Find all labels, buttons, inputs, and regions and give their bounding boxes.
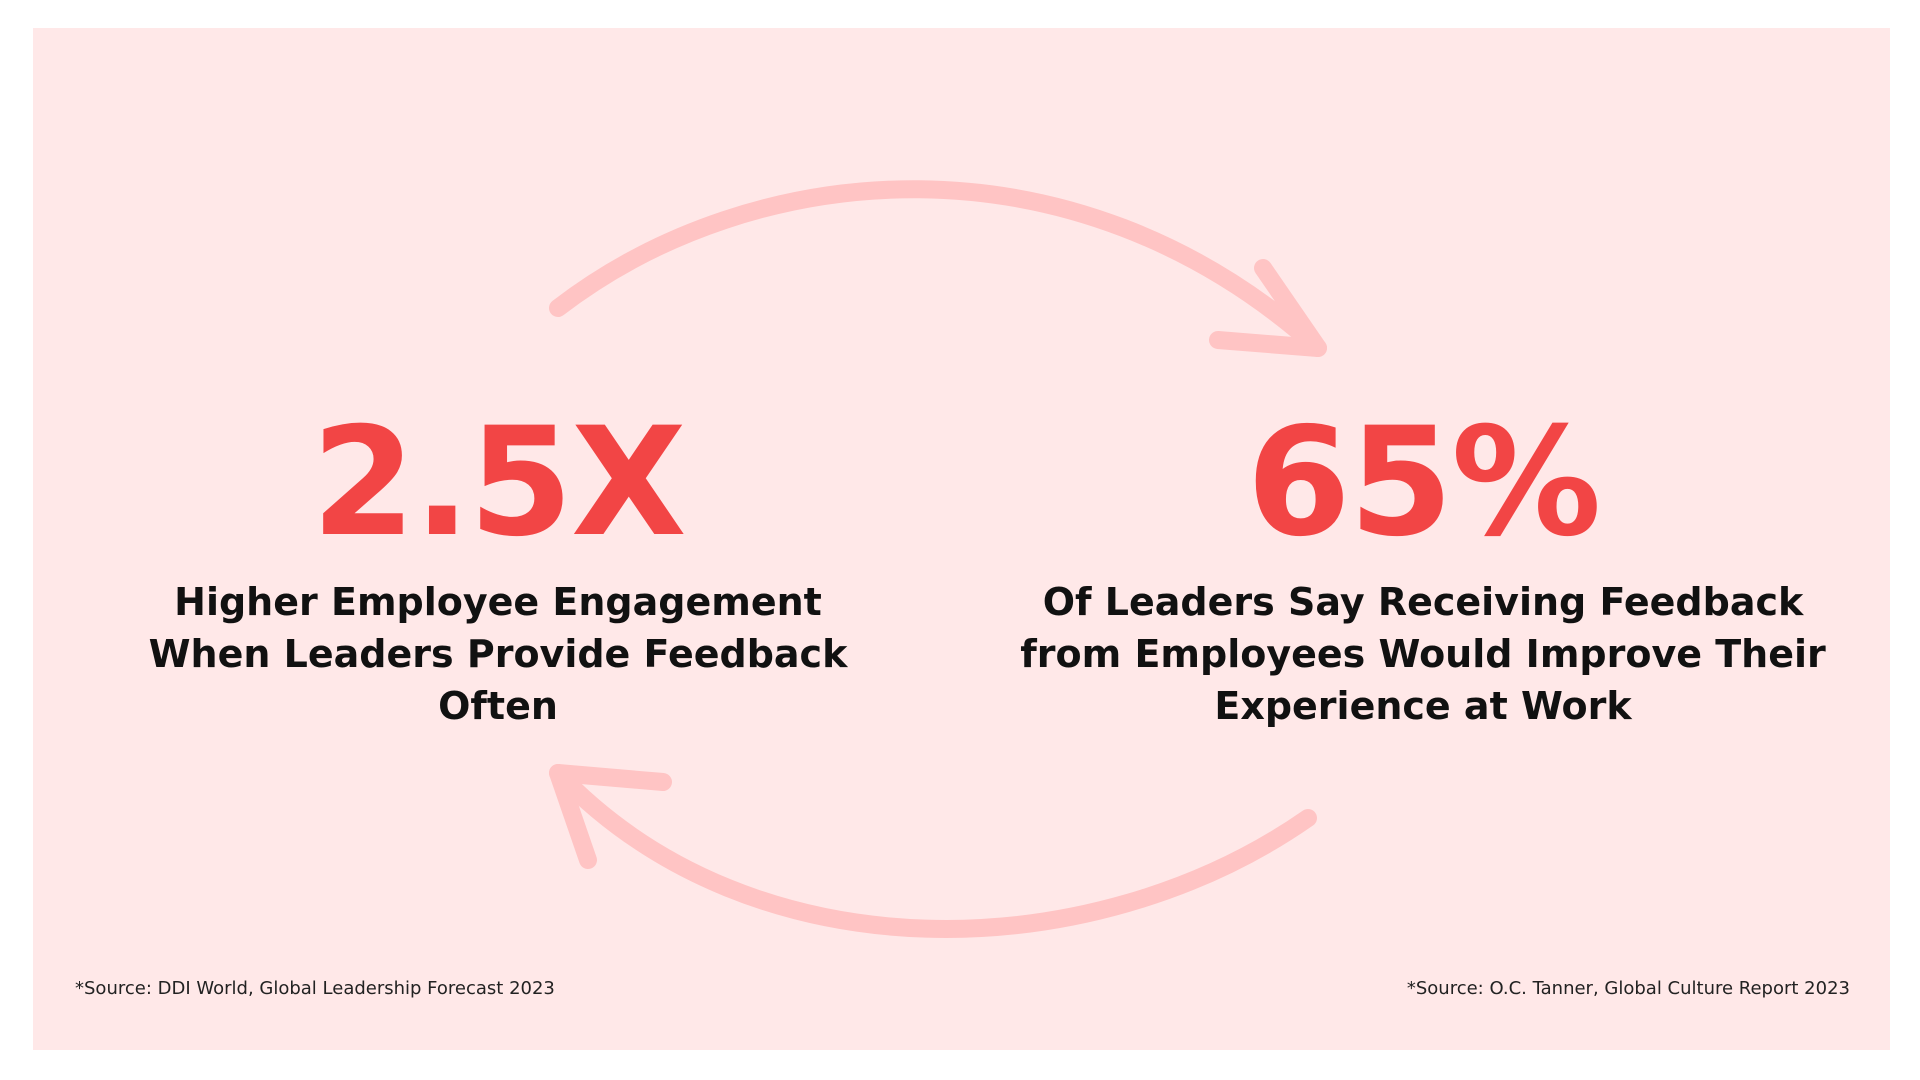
- right-stat: 65% Of Leaders Say Receiving Feedback fr…: [993, 408, 1853, 732]
- cycle-arrows: [549, 180, 1327, 938]
- left-source-note: *Source: DDI World, Global Leadership Fo…: [75, 978, 555, 999]
- infographic-canvas: 2.5X Higher Employee Engagement When Lea…: [33, 28, 1890, 1050]
- right-source-note: *Source: O.C. Tanner, Global Culture Rep…: [1406, 978, 1850, 999]
- left-stat: 2.5X Higher Employee Engagement When Lea…: [143, 408, 853, 732]
- curved-arrow-right-icon: [549, 180, 1327, 357]
- left-stat-value: 2.5X: [311, 396, 686, 570]
- left-stat-description: Higher Employee Engagement When Leaders …: [148, 580, 848, 728]
- right-stat-value: 65%: [1246, 396, 1601, 570]
- right-stat-description: Of Leaders Say Receiving Feedback from E…: [1020, 580, 1826, 728]
- curved-arrow-left-icon: [549, 764, 1317, 938]
